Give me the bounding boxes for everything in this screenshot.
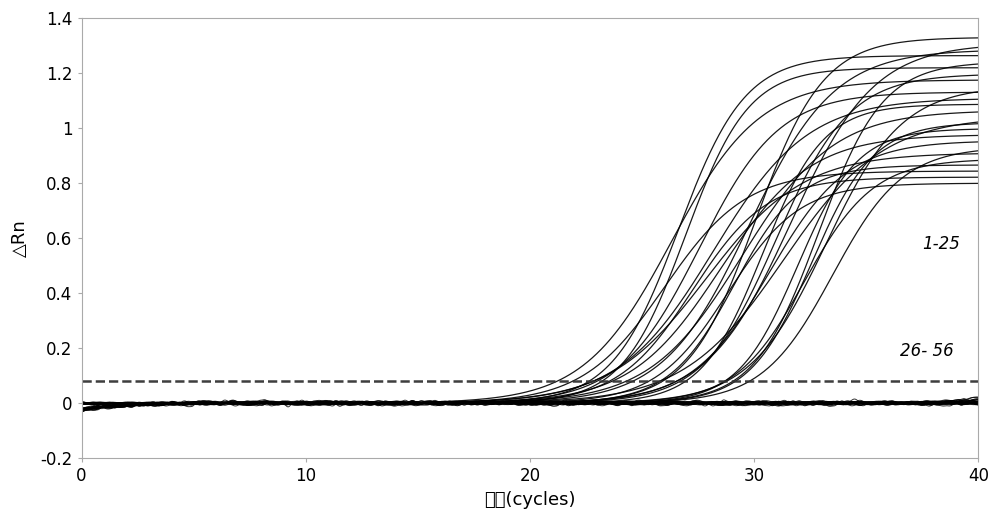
Y-axis label: △Rn: △Rn <box>11 219 29 257</box>
X-axis label: 循环(cycles): 循环(cycles) <box>484 491 576 509</box>
Text: 1-25: 1-25 <box>922 235 960 253</box>
Text: 26- 56: 26- 56 <box>900 342 954 360</box>
